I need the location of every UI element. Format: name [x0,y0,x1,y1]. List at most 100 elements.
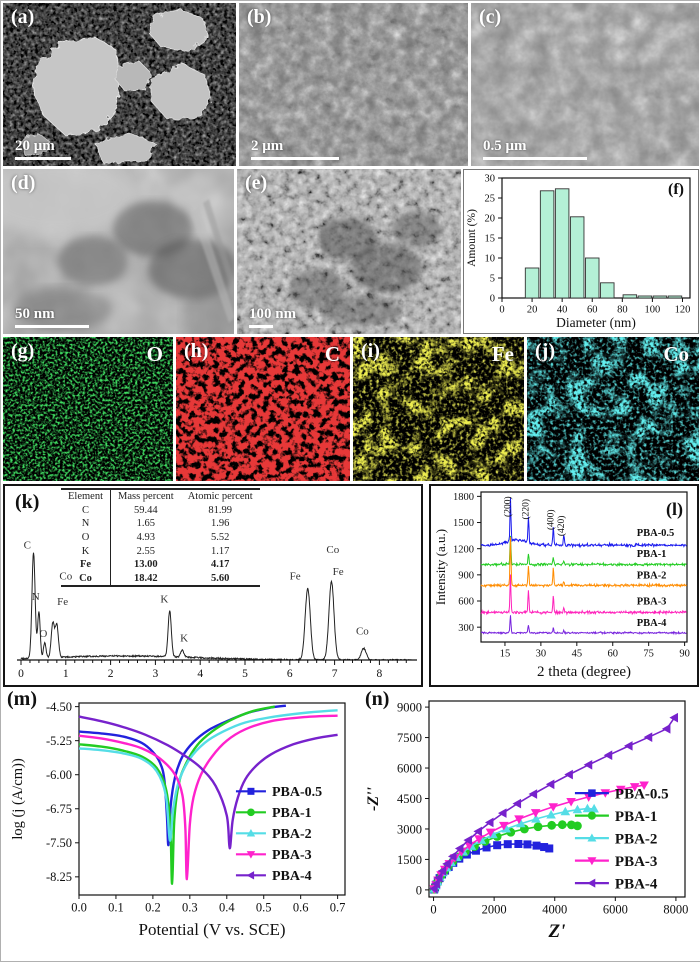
svg-text:-7.50: -7.50 [46,836,72,850]
scale-bar-text: 50 nm [15,306,55,322]
svg-text:Fe: Fe [57,596,68,608]
svg-text:PBA-0.5: PBA-0.5 [615,786,669,802]
svg-text:30: 30 [536,649,547,660]
eds-map-panel-co: (j) Co [527,337,699,481]
svg-text:0.7: 0.7 [330,901,346,915]
eds-composition-table: Element Mass percent Atomic percent C 59.44 8… [61,488,260,588]
element-map-carbon [176,337,350,481]
svg-text:0.4: 0.4 [219,901,235,915]
histogram-panel-f: 0 20 40 60 80 100 120 0 5 10 15 20 25 30 Diameter (nm)… [463,169,699,334]
svg-text:PBA-4: PBA-4 [637,618,667,629]
svg-text:PBA-3: PBA-3 [272,848,312,863]
sem-image-panel-b: (b) 2 μm [239,3,468,166]
table-cell: 18.42 [110,571,181,588]
svg-text:PBA-2: PBA-2 [615,831,658,847]
xrd-pattern-chart: 15 30 45 60 75 90 300 600 900 1200 1500 1800 PBA-0.5… [433,491,690,680]
nyquist-plot-chart: 0 2000 4000 6000 8000 0 1500 3000 4500 6000 7500 90… [365,700,688,942]
svg-text:3: 3 [153,668,159,680]
svg-text:8: 8 [377,668,383,680]
svg-text:PBA-0.5: PBA-0.5 [637,528,675,539]
table-cell: C [61,503,111,518]
svg-text:80: 80 [617,305,628,316]
impedance-panel-n: 0 2000 4000 6000 8000 0 1500 3000 4500 6000 7500 90… [361,689,699,959]
svg-text:600: 600 [458,597,474,608]
svg-text:15: 15 [500,649,511,660]
svg-text:K: K [180,633,188,645]
svg-text:9000: 9000 [397,700,422,714]
svg-text:K: K [160,594,168,606]
svg-text:-6.00: -6.00 [46,768,72,782]
svg-text:90: 90 [679,649,690,660]
svg-text:20: 20 [485,214,496,225]
xrd-panel-l: 15 30 45 60 75 90 300 600 900 1200 1500 1800 PBA-0.5… [429,484,699,687]
polarization-panel-m: 0.0 0.1 0.2 0.3 0.4 0.5 0.6 0.7 -8.25 -7.50 -6.75 -… [3,689,358,959]
svg-text:1: 1 [63,668,69,680]
svg-text:7500: 7500 [397,731,422,745]
table-cell: N [61,517,111,531]
table-cell: 4.93 [136,531,156,543]
panel-label-f: (f) [668,181,684,198]
svg-text:2: 2 [108,668,114,680]
svg-text:1800: 1800 [453,492,474,503]
element-map-iron [353,337,524,481]
svg-text:60: 60 [587,305,598,316]
element-symbol-fe: Fe [491,342,514,366]
svg-text:3000: 3000 [397,822,422,836]
scale-bar-text: 100 nm [249,306,297,322]
svg-text:20: 20 [527,305,538,316]
svg-text:900: 900 [458,571,474,582]
svg-text:PBA-2: PBA-2 [637,570,667,581]
element-map-cobalt [527,337,699,481]
svg-text:Fe: Fe [333,566,344,578]
svg-text:PBA-1: PBA-1 [272,806,312,821]
scale-bar-e: 100 nm [249,306,296,328]
eds-map-panel-o: (g) O [3,337,173,481]
scale-bar-d: 50 nm [15,306,89,328]
table-header: Element [61,488,111,504]
scale-bar-line [251,157,339,160]
svg-text:1500: 1500 [397,853,422,867]
sem-micrograph [471,3,699,166]
table-cell: 5.60 [180,571,260,588]
table-cell: O [61,530,111,545]
svg-text:Potential (V vs. SCE): Potential (V vs. SCE) [138,920,285,939]
svg-text:-Z'': -Z'' [365,786,382,811]
svg-text:4000: 4000 [542,903,567,917]
svg-text:25: 25 [485,194,496,205]
scale-bar-line [249,325,273,328]
table-cell: 13.00 [134,559,158,571]
table-cell: 5.52 [211,531,230,543]
scale-bar-a: 20 μm [15,138,71,160]
svg-text:Co: Co [326,544,339,556]
svg-text:6: 6 [287,668,293,680]
svg-text:6000: 6000 [603,903,628,917]
table-cell: K [61,544,111,559]
svg-text:Intensity (a.u.): Intensity (a.u.) [433,529,448,605]
svg-text:40: 40 [557,305,568,316]
svg-text:0: 0 [490,294,495,305]
eds-map-panel-fe: (i) Fe [353,337,524,481]
tem-micrograph [237,169,461,334]
element-symbol-o: O [146,342,163,366]
svg-text:0.1: 0.1 [108,901,124,915]
svg-text:0: 0 [430,903,436,917]
scale-bar-line [15,325,89,328]
svg-text:120: 120 [675,305,691,316]
svg-text:2 theta (degree): 2 theta (degree) [537,664,631,680]
scale-bar-c: 0.5 μm [483,138,587,160]
table-header: Atomic percent [180,488,260,504]
svg-text:8000: 8000 [663,903,688,917]
svg-text:log (j (A/cm)): log (j (A/cm)) [10,758,26,840]
svg-text:(400): (400) [545,509,556,530]
scale-bar-text: 0.5 μm [483,138,527,154]
table-cell: 59.44 [134,504,158,516]
sem-image-panel-c: (c) 0.5 μm [471,3,699,166]
svg-text:(420): (420) [556,516,567,537]
svg-text:N: N [32,591,40,603]
table-cell: 1.96 [211,518,230,530]
svg-text:5: 5 [242,668,248,680]
panel-label-l: (l) [666,499,683,519]
svg-text:PBA-4: PBA-4 [272,869,312,884]
panel-label-k: (k) [15,491,40,513]
